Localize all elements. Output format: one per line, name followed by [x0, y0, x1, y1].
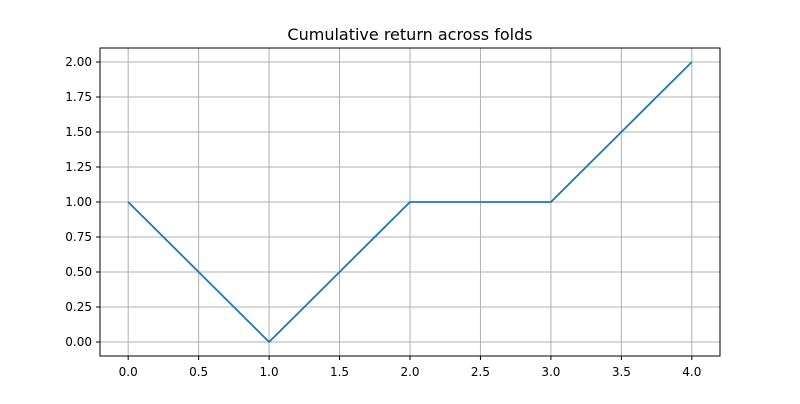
y-tick-label: 1.75 — [65, 90, 92, 104]
y-tick-label: 0.50 — [65, 265, 92, 279]
x-tick-label: 0.5 — [189, 365, 208, 379]
chart-title: Cumulative return across folds — [287, 25, 532, 44]
x-tick-label: 3.5 — [612, 365, 631, 379]
x-tick-label: 2.5 — [471, 365, 490, 379]
y-tick-label: 2.00 — [65, 55, 92, 69]
x-tick-label: 4.0 — [682, 365, 701, 379]
x-tick-label: 1.5 — [330, 365, 349, 379]
x-tick-label: 3.0 — [541, 365, 560, 379]
x-tick-label: 0.0 — [119, 365, 138, 379]
y-tick-label: 0.00 — [65, 335, 92, 349]
x-tick-label: 1.0 — [260, 365, 279, 379]
y-tick-label: 0.75 — [65, 230, 92, 244]
y-tick-label: 1.50 — [65, 125, 92, 139]
y-tick-label: 0.25 — [65, 300, 92, 314]
y-tick-label: 1.25 — [65, 160, 92, 174]
y-tick-label: 1.00 — [65, 195, 92, 209]
x-tick-label: 2.0 — [400, 365, 419, 379]
